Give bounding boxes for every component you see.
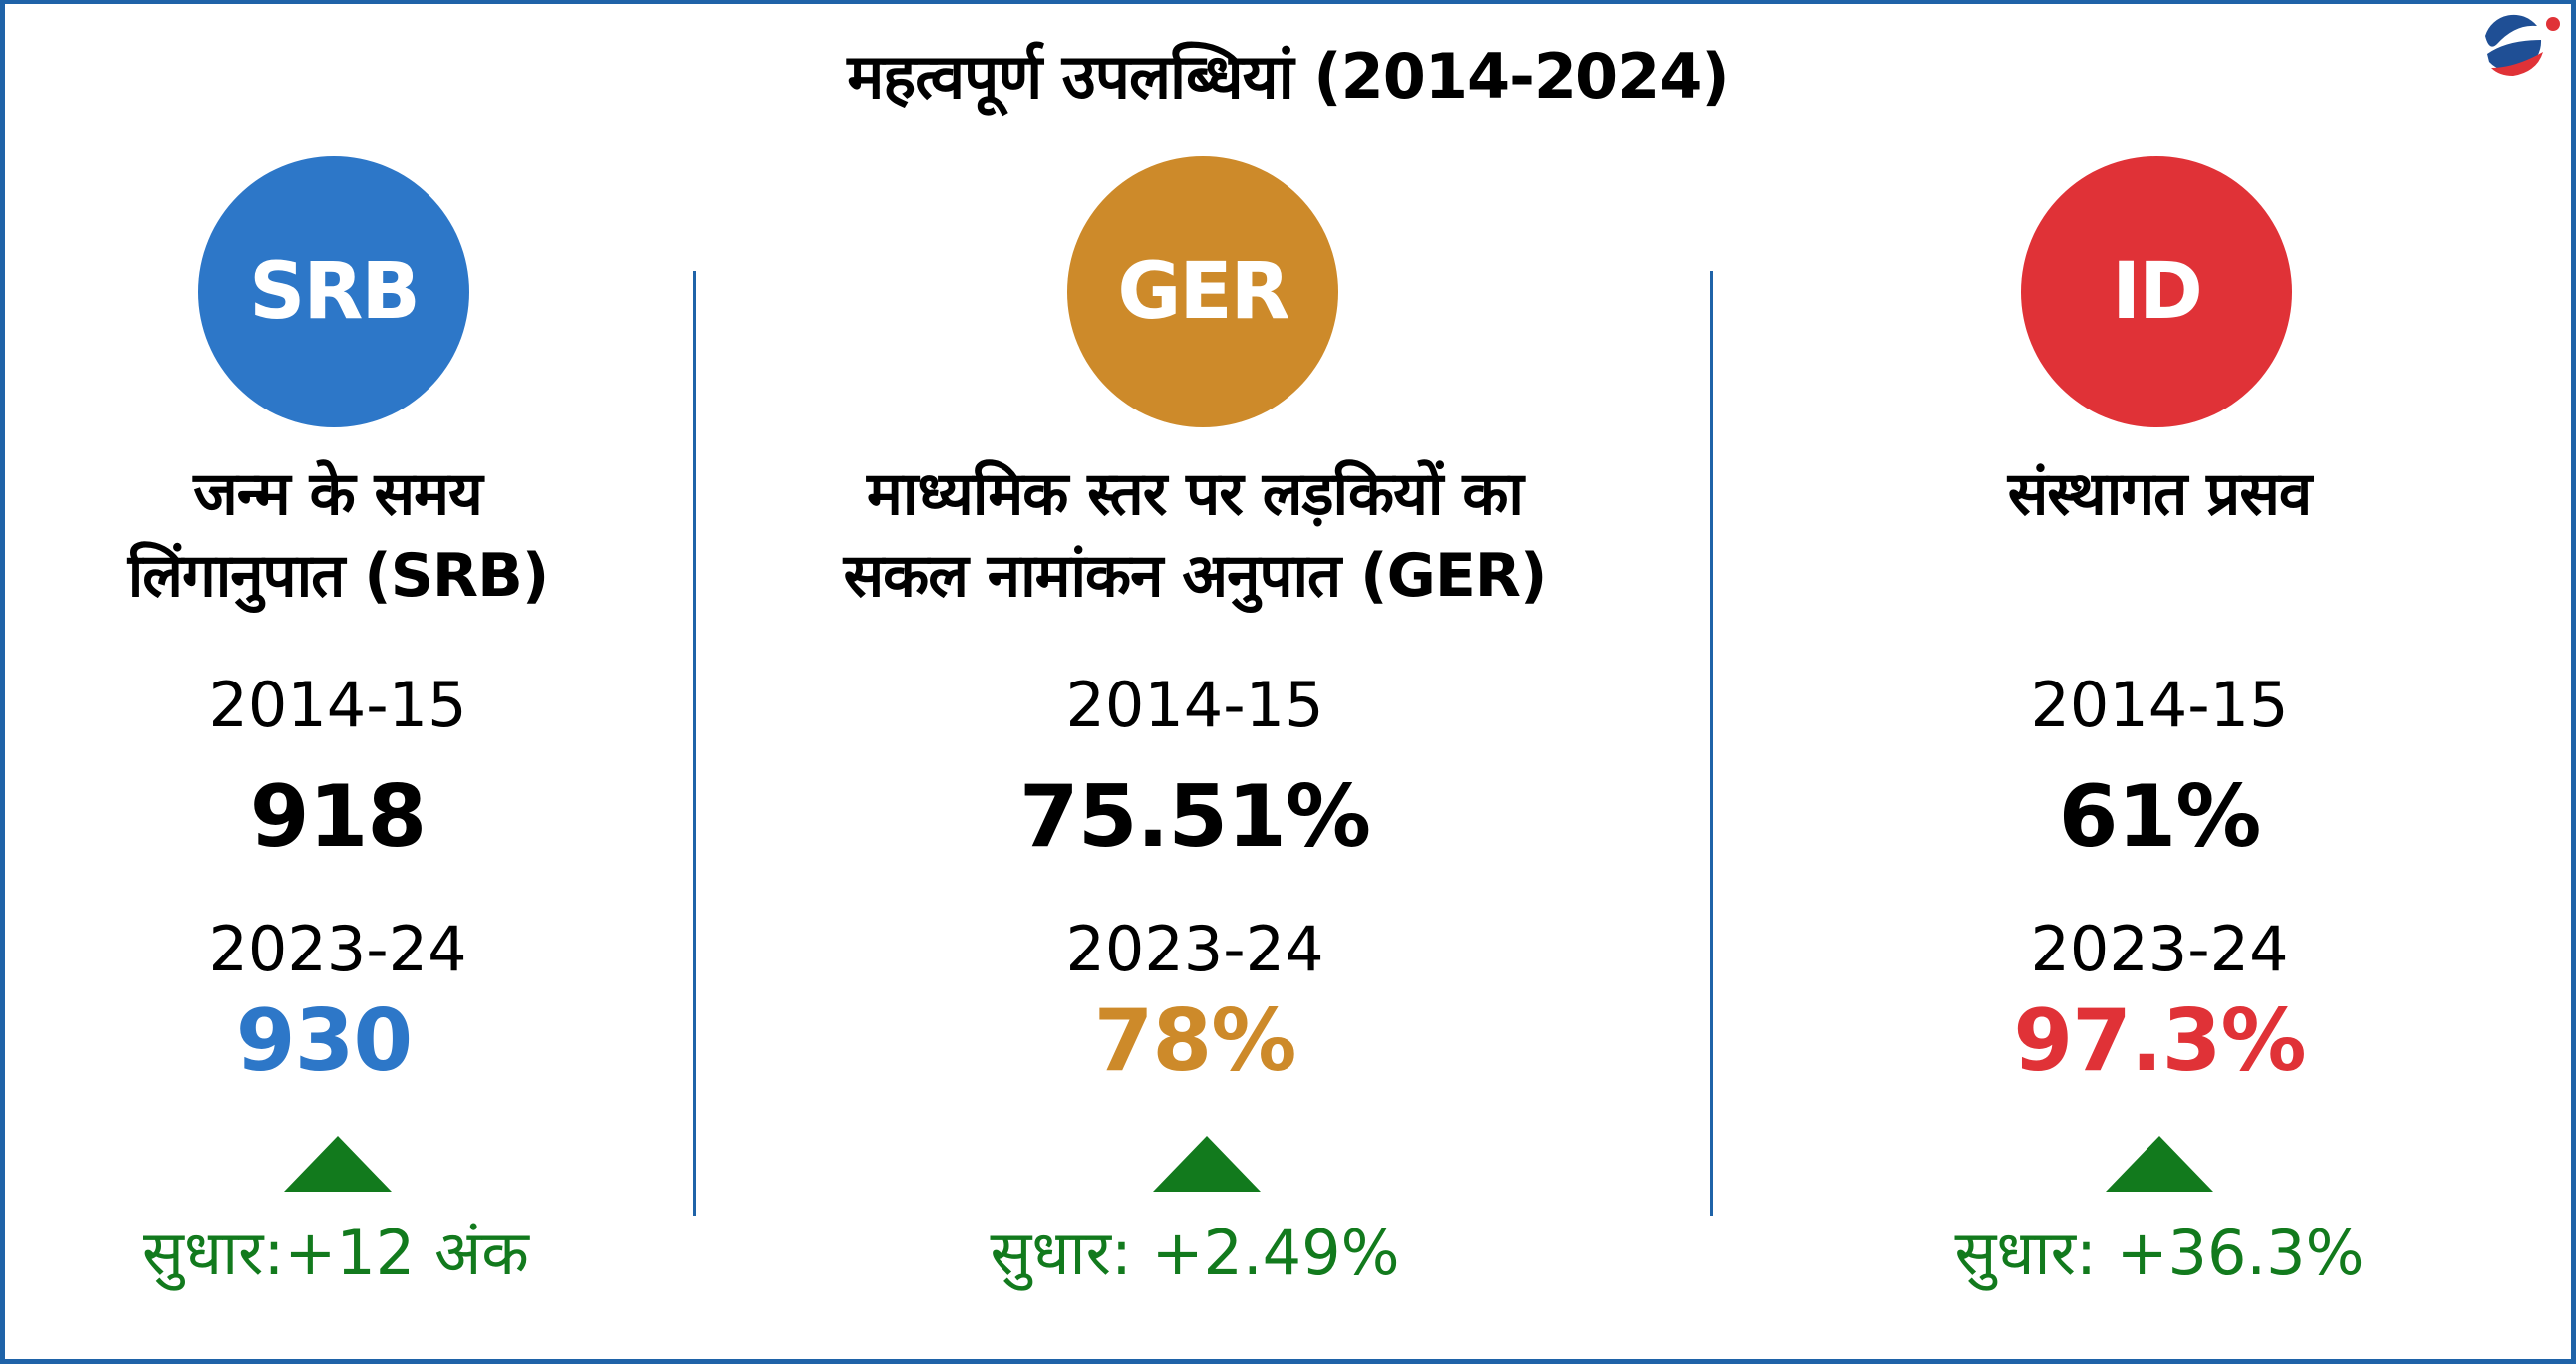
- srb-year-2014: 2014-15: [208, 669, 467, 741]
- id-value-2023: 97.3%: [2013, 991, 2306, 1091]
- ger-year-2023: 2023-24: [1065, 913, 1324, 985]
- card-ger: GER माध्यमिक स्तर पर लड़कियों का सकल नाम…: [766, 0, 1623, 1364]
- id-heading: संस्थागत प्रसव: [1731, 453, 2576, 535]
- ger-value-2023: 78%: [1093, 991, 1297, 1091]
- up-triangle-icon: [1153, 1136, 1261, 1192]
- id-value-2014: 61%: [2058, 767, 2262, 867]
- ger-badge-circle: GER: [1067, 156, 1338, 427]
- page-title: महत्वपूर्ण उपलब्धियां (2014-2024): [847, 40, 1730, 113]
- id-badge-circle: ID: [2021, 156, 2292, 427]
- srb-value-2014: 918: [249, 767, 428, 867]
- id-improvement: सुधार: +36.3%: [1954, 1217, 2365, 1289]
- id-year-2023: 2023-24: [2030, 913, 2289, 985]
- brand-globe-logo-icon: [2483, 14, 2560, 76]
- card-srb: SRB जन्म के समय लिंगानुपात (SRB) 2014-15…: [0, 0, 766, 1364]
- ger-value-2014: 75.51%: [1018, 767, 1371, 867]
- ger-heading-line-1: माध्यमिक स्तर पर लड़कियों का: [867, 459, 1524, 529]
- ger-year-2014: 2014-15: [1065, 669, 1324, 741]
- srb-year-2023: 2023-24: [208, 913, 467, 985]
- srb-badge-circle: SRB: [198, 156, 469, 427]
- srb-value-2023: 930: [235, 991, 414, 1091]
- srb-improvement: सुधार:+12 अंक: [143, 1217, 529, 1289]
- srb-heading-line-1: जन्म के समय: [193, 459, 483, 529]
- ger-improvement: सुधार: +2.49%: [990, 1217, 1400, 1289]
- column-divider-1: [693, 271, 696, 1216]
- id-year-2014: 2014-15: [2030, 669, 2289, 741]
- ger-heading: माध्यमिक स्तर पर लड़कियों का सकल नामांकन…: [766, 453, 1623, 617]
- srb-badge-label: SRB: [249, 247, 421, 337]
- ger-badge-label: GER: [1117, 247, 1289, 337]
- column-divider-2: [1710, 271, 1713, 1216]
- ger-heading-line-2: सकल नामांकन अनुपात (GER): [843, 541, 1548, 611]
- srb-heading-line-2: लिंगानुपात (SRB): [127, 541, 550, 611]
- up-triangle-icon: [2106, 1136, 2213, 1192]
- up-triangle-icon: [284, 1136, 392, 1192]
- id-badge-label: ID: [2112, 247, 2203, 337]
- srb-heading: जन्म के समय लिंगानुपात (SRB): [0, 453, 766, 617]
- card-id: ID संस्थागत प्रसव 2014-15 61% 2023-24 97…: [1731, 0, 2576, 1364]
- id-heading-line-1: संस्थागत प्रसव: [2007, 459, 2313, 529]
